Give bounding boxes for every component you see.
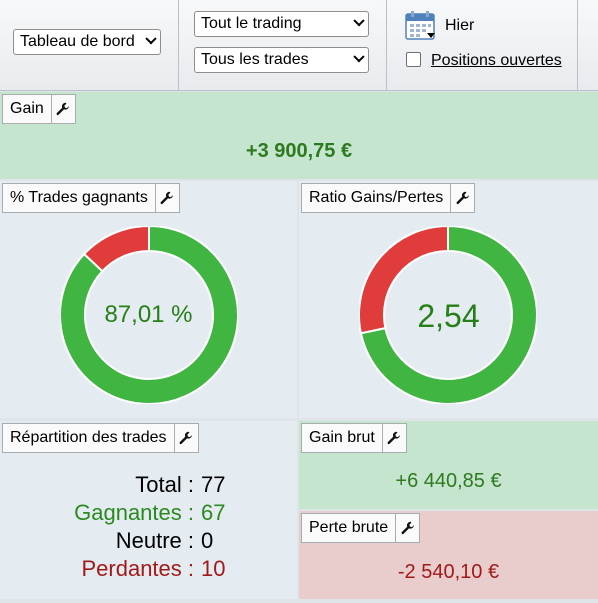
ratio-panel-title: Ratio Gains/Pertes xyxy=(309,189,444,206)
winrate-donut-chart xyxy=(60,226,238,404)
gain-panel-header: Gain xyxy=(2,94,76,124)
wrench-icon[interactable] xyxy=(450,184,474,212)
gross-loss-value: -2 540,10 € xyxy=(397,561,500,583)
ratio-donut-chart xyxy=(359,226,537,404)
ratio-panel-header: Ratio Gains/Pertes xyxy=(301,183,476,213)
winrate-value: 87,01 % xyxy=(104,301,193,328)
toolbar-divider xyxy=(386,0,387,91)
gross-gain-panel-header: Gain brut xyxy=(301,423,407,453)
distribution-stats: Total : 77 Gagnantes : 67 Neutre : 0 Per… xyxy=(0,471,297,591)
toolbar-divider xyxy=(178,0,179,91)
distribution-panel: Répartition des trades Total : 77 Gagnan… xyxy=(0,421,297,599)
gross-loss-panel-header: Perte brute xyxy=(301,513,421,543)
chevron-down-icon xyxy=(353,15,365,27)
gross-gain-panel-title: Gain brut xyxy=(309,429,375,446)
wrench-icon[interactable] xyxy=(395,514,419,542)
gross-gain-panel: Gain brut +6 440,85 € xyxy=(299,421,598,509)
toolbar: Tableau de bord Tout le trading Tous les… xyxy=(0,0,598,91)
calendar-icon[interactable] xyxy=(405,10,437,40)
winrate-win-slice xyxy=(60,226,238,404)
trades-select-value: Tous les trades xyxy=(201,51,309,68)
open-positions-checkbox[interactable] xyxy=(406,52,421,67)
gain-panel-title: Gain xyxy=(10,100,44,117)
trades-select[interactable]: Tous les trades xyxy=(194,47,369,73)
ratio-loss-slice xyxy=(359,226,449,335)
ratio-win-slice xyxy=(359,226,537,404)
distribution-panel-title: Répartition des trades xyxy=(10,429,167,446)
view-select[interactable]: Tableau de bord xyxy=(13,29,161,55)
stat-label: Gagnantes : xyxy=(74,500,194,525)
chevron-down-icon xyxy=(353,51,365,63)
winrate-loss-slice xyxy=(82,226,150,273)
stat-value: 67 xyxy=(201,500,226,525)
wrench-icon[interactable] xyxy=(173,424,198,452)
gain-value: +3 900,75 € xyxy=(245,140,353,162)
wrench-icon[interactable] xyxy=(381,424,406,452)
gross-loss-panel: Perte brute -2 540,10 € xyxy=(299,511,598,599)
stat-label: Perdantes : xyxy=(81,556,194,581)
period-label[interactable]: Hier xyxy=(445,17,475,34)
scope-select-value: Tout le trading xyxy=(201,15,302,32)
ratio-value: 2,54 xyxy=(417,298,480,334)
view-select-value: Tableau de bord xyxy=(20,33,135,50)
chevron-down-icon xyxy=(145,33,157,45)
stat-value: 10 xyxy=(201,556,226,581)
scope-select[interactable]: Tout le trading xyxy=(194,11,369,37)
gain-panel: Gain +3 900,75 € xyxy=(0,92,598,179)
winrate-panel-header: % Trades gagnants xyxy=(2,183,180,213)
wrench-icon[interactable] xyxy=(50,95,75,123)
stat-value: 0 xyxy=(201,528,214,553)
gross-loss-panel-title: Perte brute xyxy=(309,519,389,536)
stat-label: Neutre : xyxy=(115,528,194,553)
ratio-panel: Ratio Gains/Pertes 2,54 xyxy=(299,181,598,418)
toolbar-divider xyxy=(577,0,578,91)
winrate-panel-title: % Trades gagnants xyxy=(10,189,148,206)
stat-value: 77 xyxy=(201,472,226,497)
distribution-panel-header: Répartition des trades xyxy=(2,423,199,453)
stat-label: Total : xyxy=(135,472,194,497)
gross-gain-value: +6 440,85 € xyxy=(395,470,502,492)
wrench-icon[interactable] xyxy=(154,184,179,212)
open-positions-label[interactable]: Positions ouvertes xyxy=(431,52,562,69)
winrate-panel: % Trades gagnants 87,01 % xyxy=(0,181,297,418)
